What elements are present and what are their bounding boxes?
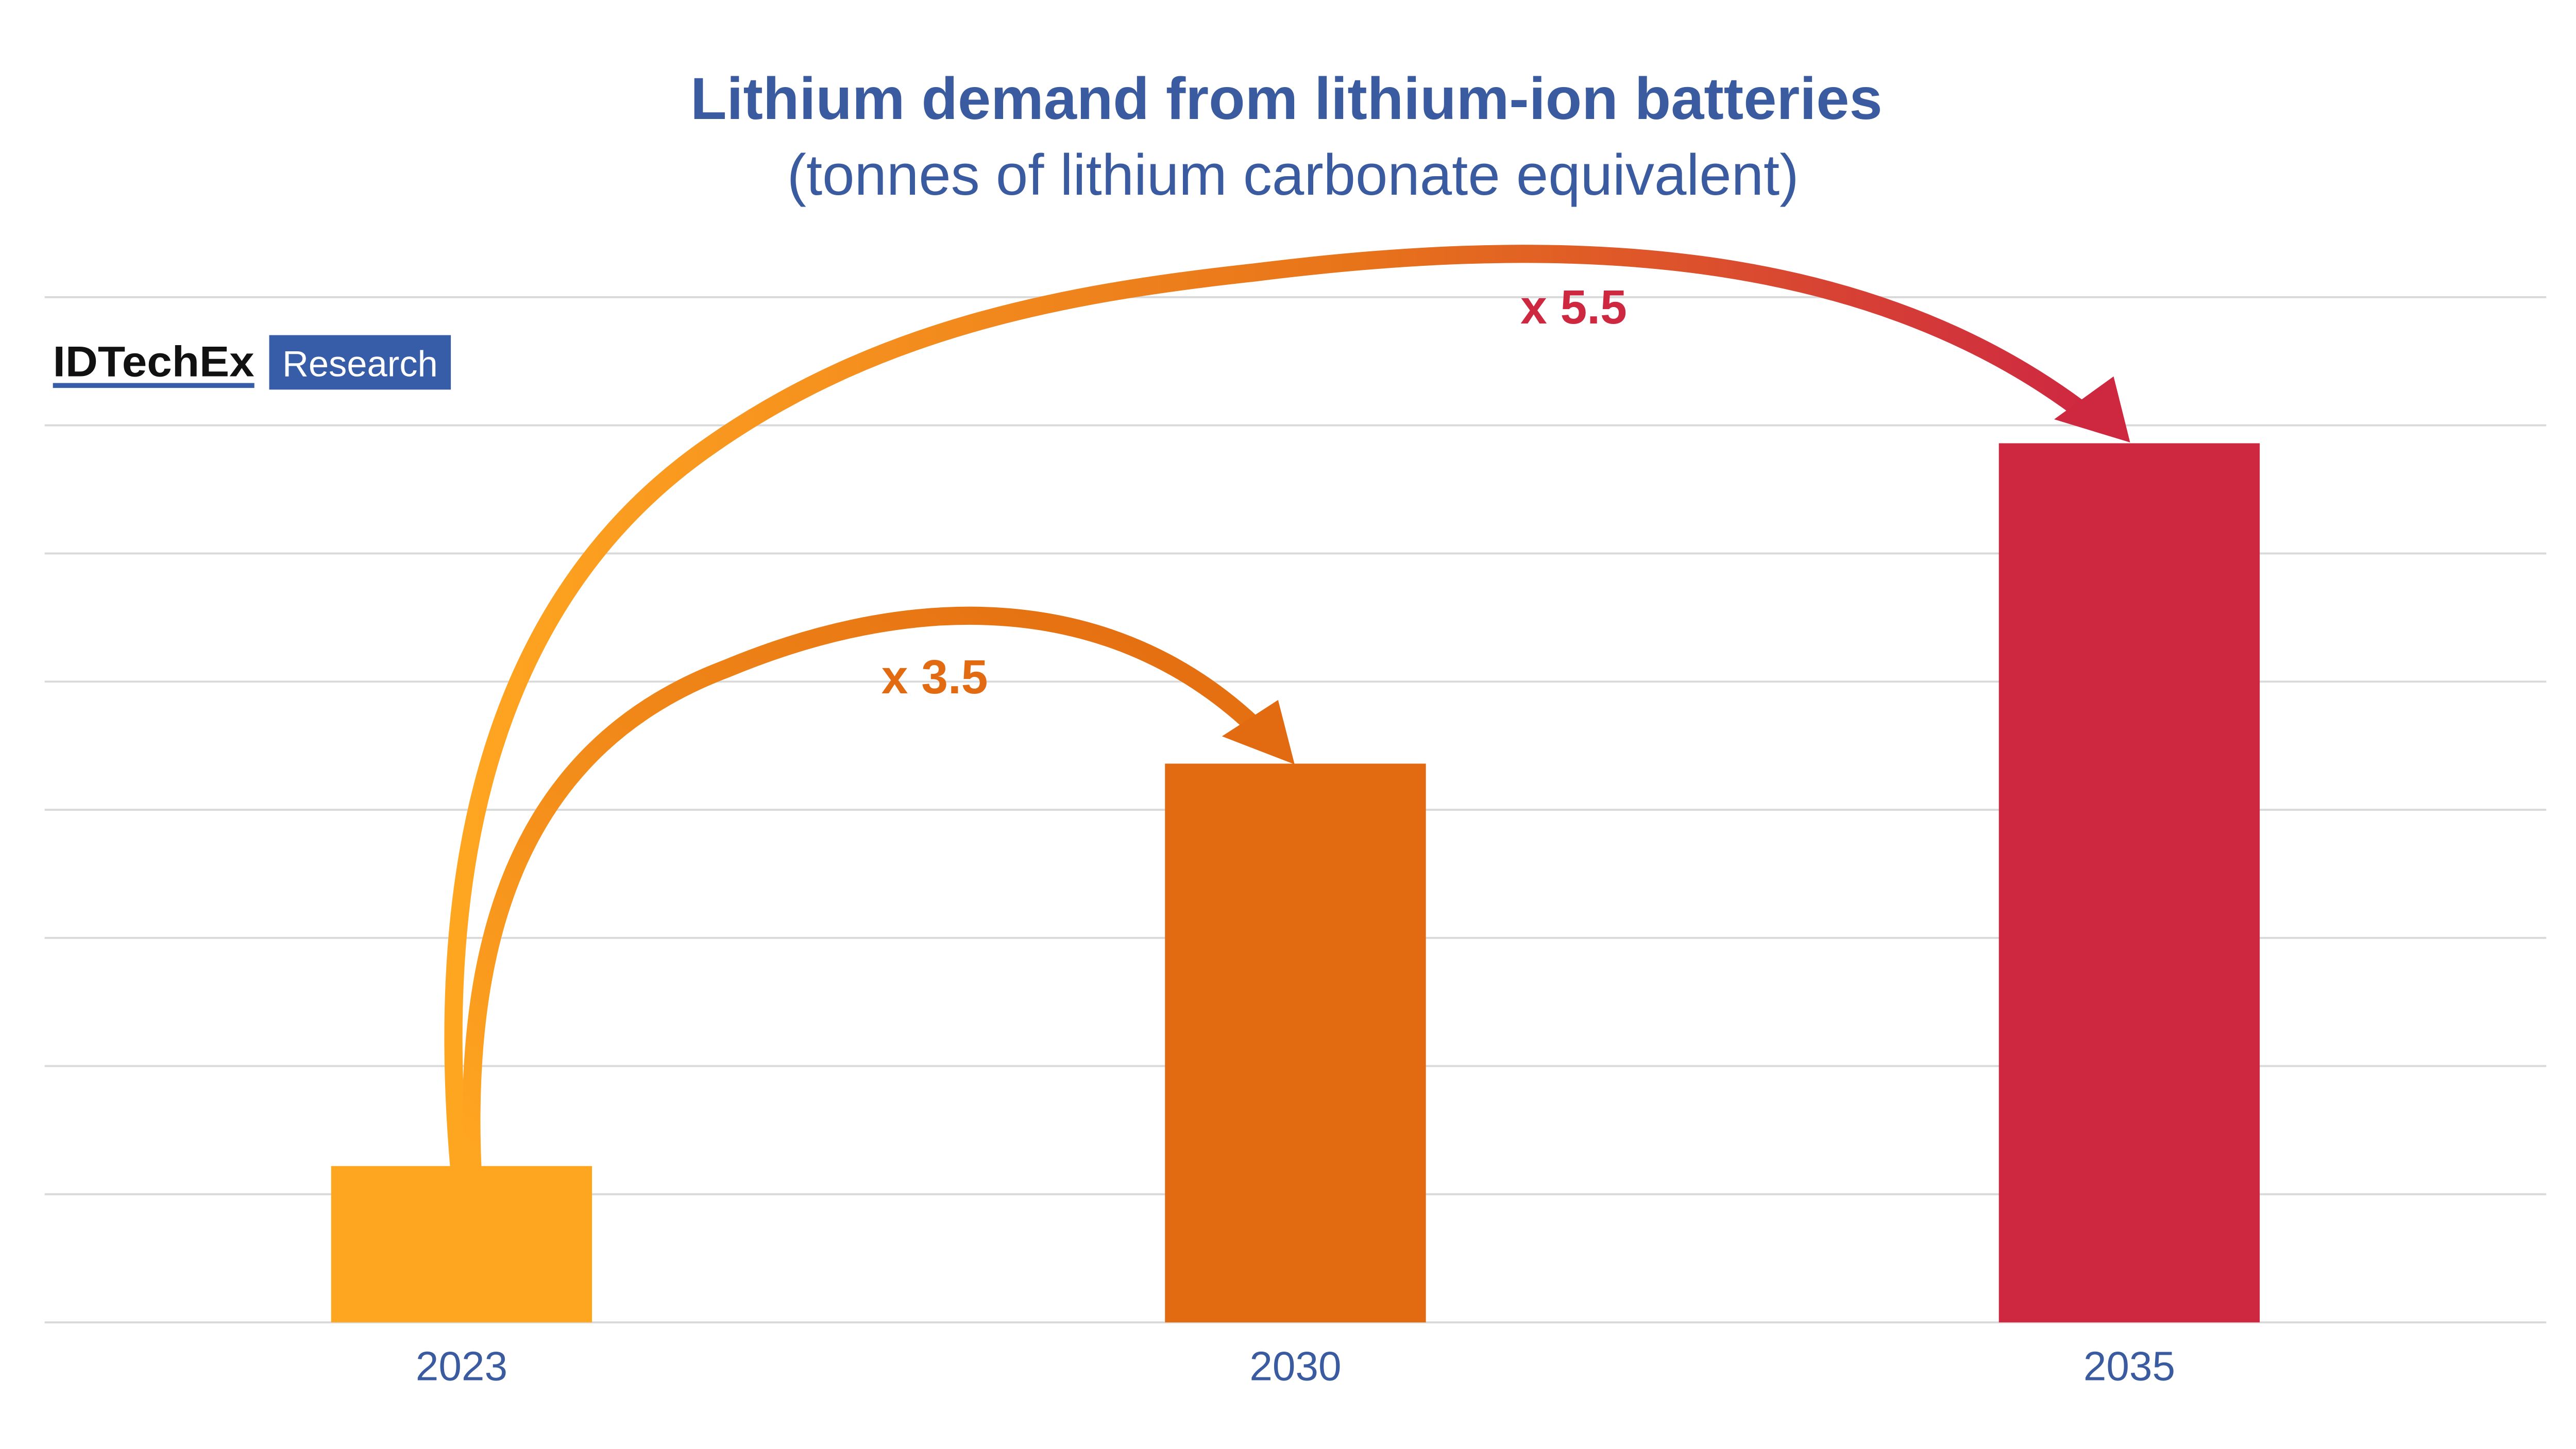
x-tick-label-2035: 2035 bbox=[2083, 1342, 2175, 1389]
arrow-x3-5-label: x 3.5 bbox=[882, 650, 988, 704]
arrow-x5-5: x 5.5 bbox=[444, 245, 2130, 1175]
bar-2035 bbox=[1998, 443, 2260, 1323]
bar-2023 bbox=[331, 1166, 592, 1323]
logo-tag-box bbox=[269, 335, 451, 390]
bars bbox=[331, 443, 2260, 1323]
arrow-x5-5-head bbox=[2054, 376, 2130, 442]
logo-tag: Research bbox=[282, 344, 438, 384]
bar-2030 bbox=[1165, 763, 1426, 1323]
arrow-x5-5-label: x 5.5 bbox=[1520, 280, 1627, 334]
logo: IDTechEx Research bbox=[53, 335, 451, 390]
chart-title: Lithium demand from lithium-ion batterie… bbox=[690, 66, 1883, 132]
chart-subtitle: (tonnes of lithium carbonate equivalent) bbox=[787, 142, 1799, 207]
arrow-x3-5-line bbox=[462, 606, 1273, 1175]
arrow-x3-5: x 3.5 bbox=[462, 606, 1295, 1175]
x-tick-labels: 2023 2030 2035 bbox=[416, 1342, 2175, 1389]
logo-underline bbox=[53, 383, 255, 388]
logo-name: IDTechEx bbox=[53, 338, 255, 386]
arrow-x3-5-head bbox=[1222, 700, 1295, 764]
x-tick-label-2030: 2030 bbox=[1249, 1342, 1341, 1389]
x-tick-label-2023: 2023 bbox=[416, 1342, 507, 1389]
arrow-x5-5-line bbox=[444, 245, 2098, 1175]
